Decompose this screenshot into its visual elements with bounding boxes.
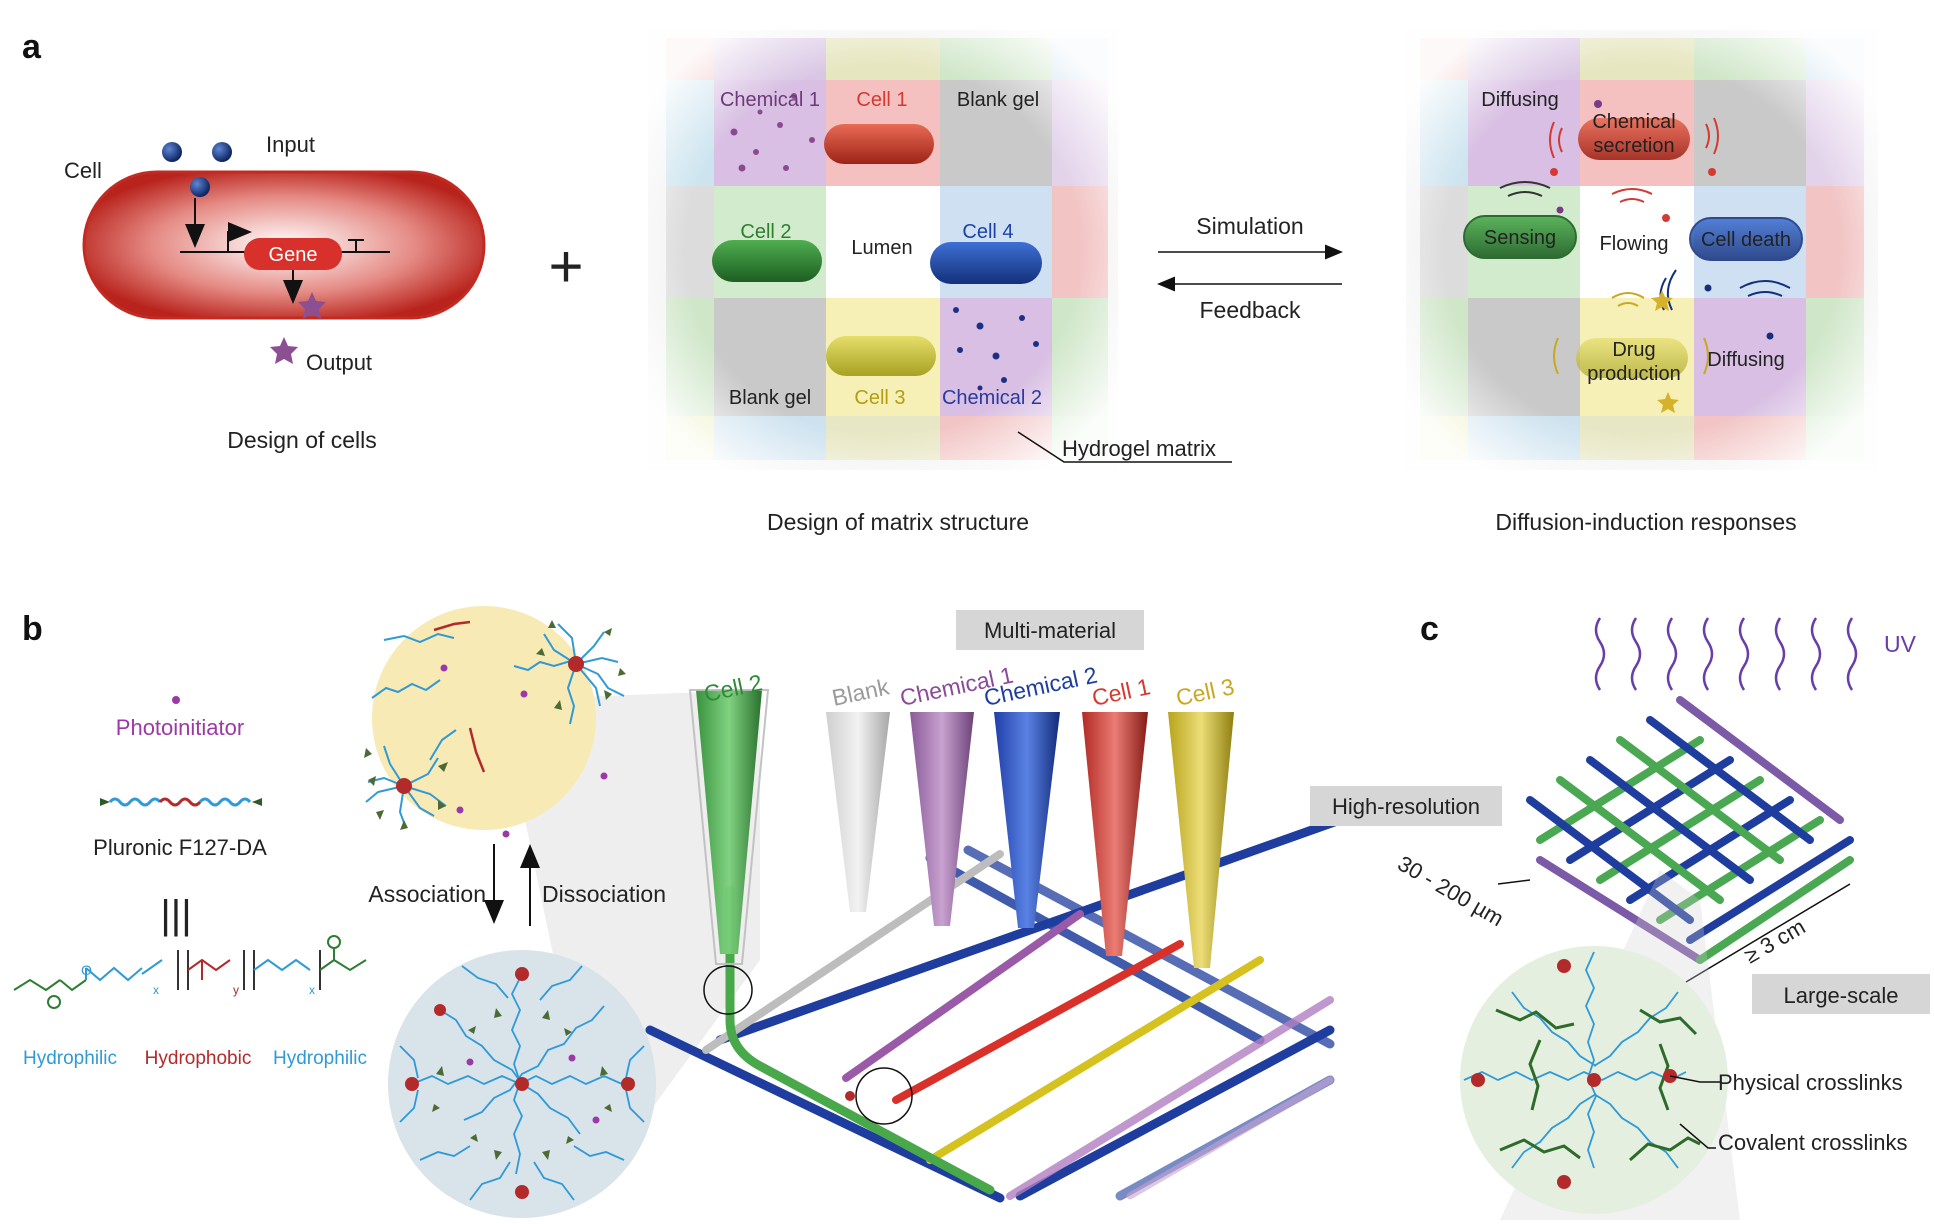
uv-label: UV <box>1884 631 1917 657</box>
panel-c-letter: c <box>1420 610 1439 648</box>
input-molecule-icon <box>190 177 210 197</box>
hydrophilic-label-2: Hydrophilic <box>273 1048 367 1069</box>
response-diffusing-1: Diffusing <box>1481 89 1558 111</box>
output-star-icon <box>298 292 326 319</box>
nozzle-label-blank: Blank <box>830 673 892 710</box>
gene-box <box>244 238 342 270</box>
high-resolution-label: High-resolution <box>1332 794 1480 819</box>
printing-illustration: Multi-material Cell 2 Blank <box>645 610 1345 1203</box>
equivalence-sign: ||| <box>160 893 191 937</box>
nozzle-cell-2 <box>696 690 762 954</box>
nozzle-chemical-1 <box>910 712 974 926</box>
hydrophobic-label: Hydrophobic <box>145 1048 252 1069</box>
zoom-circle-crossing <box>855 1067 913 1125</box>
hydrogel-callout-line <box>1017 431 1232 463</box>
cell-4-icon <box>930 242 1042 284</box>
response-secretion: secretion <box>1593 135 1674 157</box>
multi-material-box <box>956 610 1144 650</box>
tile-label-cell-3: Cell 3 <box>854 387 905 409</box>
nozzle-cell-3 <box>1168 712 1234 968</box>
tile-label-lumen: Lumen <box>851 237 912 259</box>
multi-material-label: Multi-material <box>984 618 1116 643</box>
simulation-feedback-arrows: Simulation Feedback <box>1157 213 1343 323</box>
tile-label-cell-1: Cell 1 <box>856 89 907 111</box>
large-scale-box <box>1752 974 1930 1014</box>
dissociated-micelle-circle <box>372 606 596 830</box>
secreting-cell-icon <box>1578 118 1690 160</box>
tile-label-chemical-1: Chemical 1 <box>720 89 820 111</box>
response-sensing: Sensing <box>1484 227 1556 249</box>
output-label: Output <box>306 350 372 375</box>
panel-b-letter: b <box>22 610 43 648</box>
output-star-icon <box>270 337 298 364</box>
plus-sign: + <box>548 233 583 300</box>
covalent-crosslinks-label: Covalent crosslinks <box>1718 1130 1908 1155</box>
responses-group: Diffusing Chemical secretion Sensing Flo… <box>1406 30 1878 535</box>
dying-cell-icon <box>1689 217 1803 261</box>
response-diffusing-2: Diffusing <box>1707 349 1784 371</box>
tile-label-chemical-2: Chemical 2 <box>942 387 1042 409</box>
producing-cell-icon <box>1576 338 1688 378</box>
nozzle-chemical-2 <box>994 712 1060 928</box>
matrix-structure-group: Chemical 1 Cell 1 Blank gel Cell 2 Lumen… <box>648 30 1232 535</box>
feedback-label: Feedback <box>1199 297 1301 323</box>
subscript-y: y <box>233 983 239 997</box>
large-scale-label: Large-scale <box>1784 983 1899 1008</box>
nozzle-label-cell-1: Cell 1 <box>1090 673 1153 711</box>
subscript-x-1: x <box>153 983 159 997</box>
physical-crosslinks-label: Physical crosslinks <box>1718 1070 1903 1095</box>
promoter-arrow-icon <box>227 222 252 252</box>
tile-label-blank-gel-2: Blank gel <box>729 387 811 409</box>
hydrogel-matrix-label: Hydrogel matrix <box>1062 436 1216 461</box>
resolution-range-label: 30 - 200 µm <box>1394 851 1509 932</box>
response-production: production <box>1587 363 1680 385</box>
input-label: Input <box>266 132 315 157</box>
cell-1-icon <box>824 124 934 164</box>
size-dimension-line <box>1685 883 1851 983</box>
association-label: Association <box>368 881 486 907</box>
high-resolution-box <box>1310 786 1502 826</box>
responses-caption: Diffusion-induction responses <box>1495 509 1796 535</box>
polymer-legend-group: Photoinitiator Pluronic F127-DA ||| O x … <box>13 696 367 1069</box>
input-molecule-icon <box>212 142 232 162</box>
nozzle-label-cell-3: Cell 3 <box>1174 673 1237 711</box>
tile-label-cell-4: Cell 4 <box>962 221 1013 243</box>
zoom-circle-nozzle <box>703 965 753 1015</box>
covalent-crosslinks-pointer <box>1679 1123 1716 1149</box>
pluronic-label: Pluronic F127-DA <box>93 835 267 860</box>
physical-crosslinks-pointer <box>1669 1075 1722 1083</box>
subscript-x-2: x <box>309 983 315 997</box>
tile-label-cell-2: Cell 2 <box>740 221 791 243</box>
cell-design-group: Gene Cell Input Output Design of cells <box>64 132 486 453</box>
uv-light-group: UV <box>1594 617 1917 691</box>
hydrophilic-label-1: Hydrophilic <box>23 1048 117 1069</box>
photoinitiator-dot-icon <box>172 696 180 704</box>
nozzle-blank <box>826 712 890 912</box>
response-flowing: Flowing <box>1600 233 1669 255</box>
response-drug: Drug <box>1612 339 1655 361</box>
photoinitiator-label: Photoinitiator <box>116 715 244 740</box>
dissociation-label: Dissociation <box>542 881 666 907</box>
response-cell-death: Cell death <box>1701 229 1791 251</box>
simulation-label: Simulation <box>1196 213 1303 239</box>
response-chemical: Chemical <box>1592 111 1675 133</box>
svg-text:O: O <box>81 962 92 978</box>
nozzle-cell-1 <box>1082 712 1148 956</box>
design-of-cells-caption: Design of cells <box>227 427 377 453</box>
panel-a-letter: a <box>22 28 42 66</box>
cell-2-icon <box>712 240 822 282</box>
input-molecule-icon <box>162 142 182 162</box>
cell-label: Cell <box>64 158 102 183</box>
gene-label: Gene <box>269 244 318 266</box>
scaffold-group: High-resolution 30 - 200 µm ≥ 3 cm Large… <box>1310 696 1930 1220</box>
matrix-structure-caption: Design of matrix structure <box>767 509 1029 535</box>
cell-3-icon <box>826 336 936 376</box>
sensing-cell-icon <box>1463 215 1577 259</box>
tile-label-blank-gel: Blank gel <box>957 89 1039 111</box>
micelle-illustration: Association Dissociation <box>364 606 760 1218</box>
